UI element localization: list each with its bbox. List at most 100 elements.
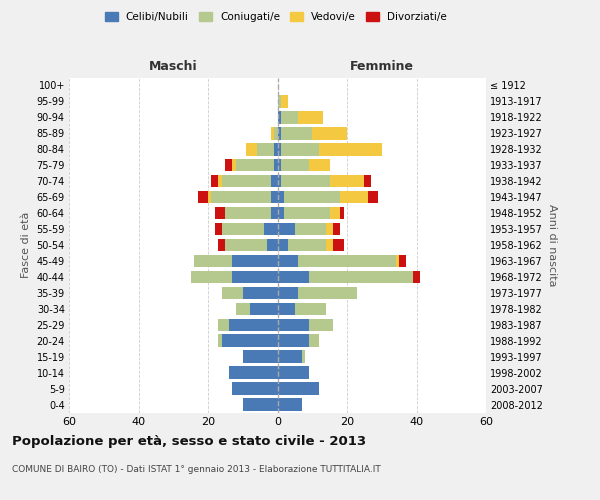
Bar bbox=[281, 95, 288, 108]
Bar bbox=[281, 127, 312, 140]
Bar bbox=[399, 254, 406, 267]
Bar bbox=[277, 239, 288, 251]
Bar bbox=[222, 175, 271, 188]
Bar bbox=[277, 111, 281, 124]
Bar bbox=[277, 143, 281, 156]
Bar bbox=[281, 143, 319, 156]
Bar bbox=[246, 143, 257, 156]
Bar bbox=[309, 334, 319, 347]
Bar bbox=[250, 302, 277, 315]
Bar bbox=[232, 382, 277, 395]
Bar bbox=[218, 239, 226, 251]
Bar bbox=[277, 95, 281, 108]
Bar bbox=[226, 159, 232, 172]
Bar bbox=[284, 207, 329, 220]
Bar bbox=[277, 191, 284, 203]
Bar bbox=[243, 398, 277, 410]
Bar bbox=[277, 302, 295, 315]
Bar bbox=[298, 111, 323, 124]
Bar bbox=[295, 223, 326, 235]
Bar bbox=[277, 159, 281, 172]
Bar bbox=[226, 239, 267, 251]
Bar bbox=[288, 239, 326, 251]
Bar bbox=[257, 143, 274, 156]
Bar bbox=[243, 286, 277, 299]
Bar bbox=[277, 207, 284, 220]
Bar bbox=[263, 223, 277, 235]
Y-axis label: Anni di nascita: Anni di nascita bbox=[547, 204, 557, 286]
Bar bbox=[277, 254, 298, 267]
Bar bbox=[232, 159, 236, 172]
Y-axis label: Fasce di età: Fasce di età bbox=[21, 212, 31, 278]
Text: COMUNE DI BAIRO (TO) - Dati ISTAT 1° gennaio 2013 - Elaborazione TUTTITALIA.IT: COMUNE DI BAIRO (TO) - Dati ISTAT 1° gen… bbox=[12, 465, 381, 474]
Bar bbox=[277, 127, 281, 140]
Bar bbox=[229, 318, 277, 331]
Bar bbox=[271, 207, 277, 220]
Bar bbox=[281, 159, 309, 172]
Bar bbox=[329, 207, 340, 220]
Bar bbox=[222, 334, 277, 347]
Bar bbox=[211, 175, 218, 188]
Bar bbox=[229, 366, 277, 379]
Text: Popolazione per età, sesso e stato civile - 2013: Popolazione per età, sesso e stato civil… bbox=[12, 435, 366, 448]
Bar bbox=[309, 159, 329, 172]
Bar bbox=[222, 286, 243, 299]
Bar bbox=[277, 382, 319, 395]
Bar bbox=[191, 270, 232, 283]
Bar bbox=[277, 286, 298, 299]
Bar bbox=[211, 191, 271, 203]
Bar bbox=[232, 254, 277, 267]
Bar bbox=[197, 191, 208, 203]
Bar bbox=[277, 350, 302, 363]
Bar bbox=[364, 175, 371, 188]
Bar bbox=[267, 239, 277, 251]
Bar bbox=[218, 175, 222, 188]
Bar bbox=[215, 223, 222, 235]
Bar bbox=[222, 223, 263, 235]
Bar bbox=[340, 191, 368, 203]
Bar bbox=[274, 127, 277, 140]
Bar bbox=[274, 143, 277, 156]
Bar bbox=[326, 223, 333, 235]
Bar bbox=[243, 350, 277, 363]
Bar bbox=[277, 334, 309, 347]
Bar bbox=[298, 286, 358, 299]
Bar bbox=[284, 191, 340, 203]
Bar bbox=[309, 270, 413, 283]
Text: Maschi: Maschi bbox=[149, 60, 197, 72]
Bar bbox=[236, 159, 274, 172]
Bar bbox=[271, 175, 277, 188]
Bar bbox=[215, 207, 226, 220]
Bar bbox=[218, 334, 222, 347]
Bar bbox=[208, 191, 211, 203]
Bar bbox=[226, 207, 271, 220]
Bar bbox=[274, 159, 277, 172]
Bar bbox=[277, 223, 295, 235]
Bar bbox=[277, 318, 309, 331]
Bar bbox=[277, 366, 309, 379]
Text: Femmine: Femmine bbox=[350, 60, 414, 72]
Bar bbox=[232, 270, 277, 283]
Bar bbox=[340, 207, 344, 220]
Bar bbox=[329, 175, 364, 188]
Bar bbox=[298, 254, 395, 267]
Bar bbox=[277, 270, 309, 283]
Legend: Celibi/Nubili, Coniugati/e, Vedovi/e, Divorziati/e: Celibi/Nubili, Coniugati/e, Vedovi/e, Di… bbox=[101, 8, 451, 26]
Bar bbox=[312, 127, 347, 140]
Bar bbox=[236, 302, 250, 315]
Bar bbox=[333, 223, 340, 235]
Bar bbox=[309, 318, 333, 331]
Bar bbox=[413, 270, 420, 283]
Bar bbox=[319, 143, 382, 156]
Bar bbox=[295, 302, 326, 315]
Bar bbox=[326, 239, 333, 251]
Bar bbox=[277, 175, 281, 188]
Bar bbox=[194, 254, 232, 267]
Bar bbox=[395, 254, 399, 267]
Bar bbox=[302, 350, 305, 363]
Bar bbox=[218, 318, 229, 331]
Bar bbox=[271, 127, 274, 140]
Bar bbox=[281, 175, 329, 188]
Bar bbox=[271, 191, 277, 203]
Bar bbox=[281, 111, 298, 124]
